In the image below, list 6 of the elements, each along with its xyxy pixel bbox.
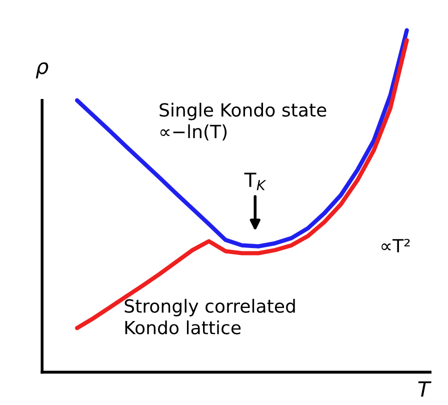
annotation: ∝T²	[382, 238, 410, 252]
annotation: T$_{K}$	[244, 172, 266, 190]
x-axis-title: T	[418, 381, 432, 397]
annotation: Single Kondo state ∝−ln(T)	[160, 102, 326, 140]
y-axis-title: ρ	[36, 62, 48, 78]
annotation: Strongly correlated Kondo lattice	[124, 298, 295, 334]
